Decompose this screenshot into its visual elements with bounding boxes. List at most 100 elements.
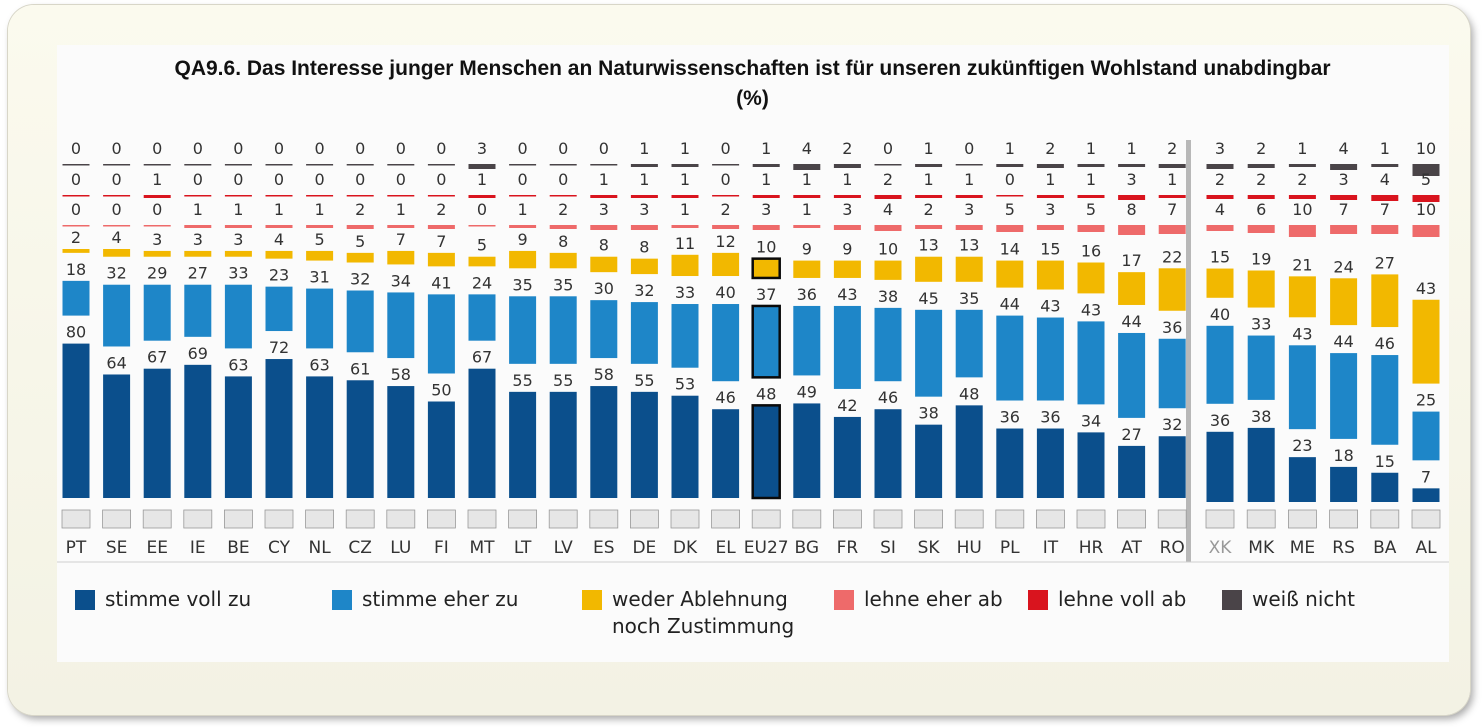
- dash-PT-0: [62, 164, 90, 166]
- value-label-LU-2: 7: [396, 230, 406, 249]
- bar-RO-0: [1158, 436, 1186, 498]
- value-label-ME-2: 21: [1292, 255, 1312, 274]
- value-label-MK-small-0: 2: [1256, 139, 1266, 158]
- bar-SK-2: [915, 256, 943, 282]
- bar-SI-1: [874, 307, 902, 382]
- bar-PT-2: [62, 249, 90, 253]
- value-label-PT-2: 2: [71, 228, 81, 247]
- flag-CZ: [345, 509, 375, 529]
- bar-CY-0: [265, 359, 293, 498]
- bar-CY-1: [265, 286, 293, 332]
- value-label-PL-small-0: 1: [1005, 139, 1015, 158]
- category-label-EU27: EU27: [744, 538, 789, 558]
- category-label-RO: RO: [1160, 538, 1185, 558]
- value-label-FR-small-2: 3: [842, 200, 852, 219]
- value-label-FR-2: 9: [842, 240, 852, 259]
- dash-MT-1: [468, 195, 496, 198]
- value-label-DK-small-1: 1: [680, 170, 690, 189]
- value-label-XK-0: 36: [1210, 411, 1230, 430]
- legend-label-line1: stimme voll zu: [105, 587, 252, 611]
- bar-EU27-1: [751, 304, 781, 379]
- value-label-NL-2: 5: [315, 230, 325, 249]
- value-label-CY-small-1: 0: [274, 170, 284, 189]
- category-label-FI: FI: [434, 538, 449, 558]
- value-label-BG-1: 36: [797, 285, 817, 304]
- dash-FR-1: [833, 195, 861, 198]
- value-label-NL-small-2: 1: [315, 200, 325, 219]
- category-label-EE: EE: [146, 538, 167, 558]
- flag-SI: [873, 509, 903, 529]
- value-label-EL-small-0: 0: [721, 139, 731, 158]
- dash-ME-0: [1288, 164, 1316, 167]
- value-label-XK-small-0: 3: [1215, 139, 1225, 158]
- value-label-CZ-0: 61: [350, 359, 370, 378]
- value-label-FR-0: 42: [837, 396, 857, 415]
- value-label-EL-1: 40: [715, 283, 735, 302]
- bar-EE-2: [143, 250, 171, 257]
- value-label-FI-1: 41: [431, 273, 451, 292]
- value-label-HU-small-1: 1: [964, 170, 974, 189]
- dash-FI-0: [427, 164, 455, 166]
- bar-PT-1: [62, 280, 90, 316]
- value-label-FI-small-0: 0: [436, 139, 446, 158]
- dash-EU27-2: [752, 225, 780, 230]
- bar-HU-0: [955, 405, 983, 498]
- value-label-BG-small-2: 1: [802, 200, 812, 219]
- value-label-IE-1: 27: [188, 264, 208, 283]
- value-label-LT-small-0: 0: [518, 139, 528, 158]
- value-label-CY-small-2: 1: [274, 200, 284, 219]
- value-label-ES-1: 30: [594, 279, 614, 298]
- bar-EE-0: [143, 368, 171, 498]
- value-label-DK-1: 33: [675, 283, 695, 302]
- value-label-EU27-0: 48: [756, 384, 776, 403]
- value-label-ES-small-2: 3: [599, 200, 609, 219]
- dash-EL-1: [712, 195, 740, 197]
- value-label-SI-1: 38: [878, 287, 898, 306]
- value-label-LT-0: 55: [512, 371, 532, 390]
- category-label-MK: MK: [1248, 538, 1275, 558]
- flag-IT: [1036, 509, 1065, 529]
- value-label-LV-1: 35: [553, 275, 573, 294]
- value-label-IT-0: 36: [1040, 408, 1060, 427]
- category-label-PL: PL: [1000, 538, 1020, 558]
- dash-BE-0: [224, 164, 252, 166]
- bar-BG-1: [793, 305, 821, 376]
- bar-MT-0: [468, 368, 496, 498]
- category-label-BG: BG: [795, 538, 820, 558]
- value-label-SI-small-1: 2: [883, 170, 893, 189]
- bar-CZ-0: [346, 380, 374, 498]
- legend-label-line1: stimme eher zu: [362, 587, 519, 611]
- value-label-BE-small-1: 0: [233, 170, 243, 189]
- bar-ES-1: [590, 300, 618, 359]
- value-label-CY-small-0: 0: [274, 139, 284, 158]
- dash-EE-0: [143, 164, 171, 166]
- flag-SE: [102, 509, 131, 529]
- dash-IT-2: [1036, 225, 1064, 230]
- value-label-EU27-2: 10: [756, 238, 776, 257]
- category-label-PT: PT: [66, 538, 87, 558]
- value-label-NL-1: 31: [309, 268, 329, 287]
- bar-FR-0: [833, 416, 861, 498]
- value-label-SE-small-1: 0: [112, 170, 122, 189]
- value-label-HU-small-2: 3: [964, 200, 974, 219]
- value-label-HR-2: 16: [1081, 242, 1101, 261]
- value-label-MT-small-0: 3: [477, 139, 487, 158]
- category-label-CZ: CZ: [348, 538, 372, 558]
- category-label-LT: LT: [514, 538, 532, 558]
- flag-ME: [1288, 509, 1317, 529]
- bar-RS-1: [1330, 353, 1358, 439]
- value-label-ME-0: 23: [1292, 436, 1312, 455]
- category-label-DK: DK: [673, 538, 698, 558]
- value-label-DE-small-0: 1: [639, 139, 649, 158]
- value-label-AT-1: 44: [1121, 312, 1141, 331]
- value-label-XK-small-1: 2: [1215, 170, 1225, 189]
- legend-swatch-2: [582, 590, 602, 610]
- value-label-SE-0: 64: [106, 353, 126, 372]
- value-label-ME-small-2: 10: [1292, 200, 1312, 219]
- value-label-LV-2: 8: [558, 232, 568, 251]
- value-label-EU27-small-1: 1: [761, 170, 771, 189]
- value-label-SK-small-1: 1: [924, 170, 934, 189]
- category-label-SK: SK: [918, 538, 941, 558]
- dash-AT-1: [1118, 195, 1146, 200]
- value-label-SK-2: 13: [918, 236, 938, 255]
